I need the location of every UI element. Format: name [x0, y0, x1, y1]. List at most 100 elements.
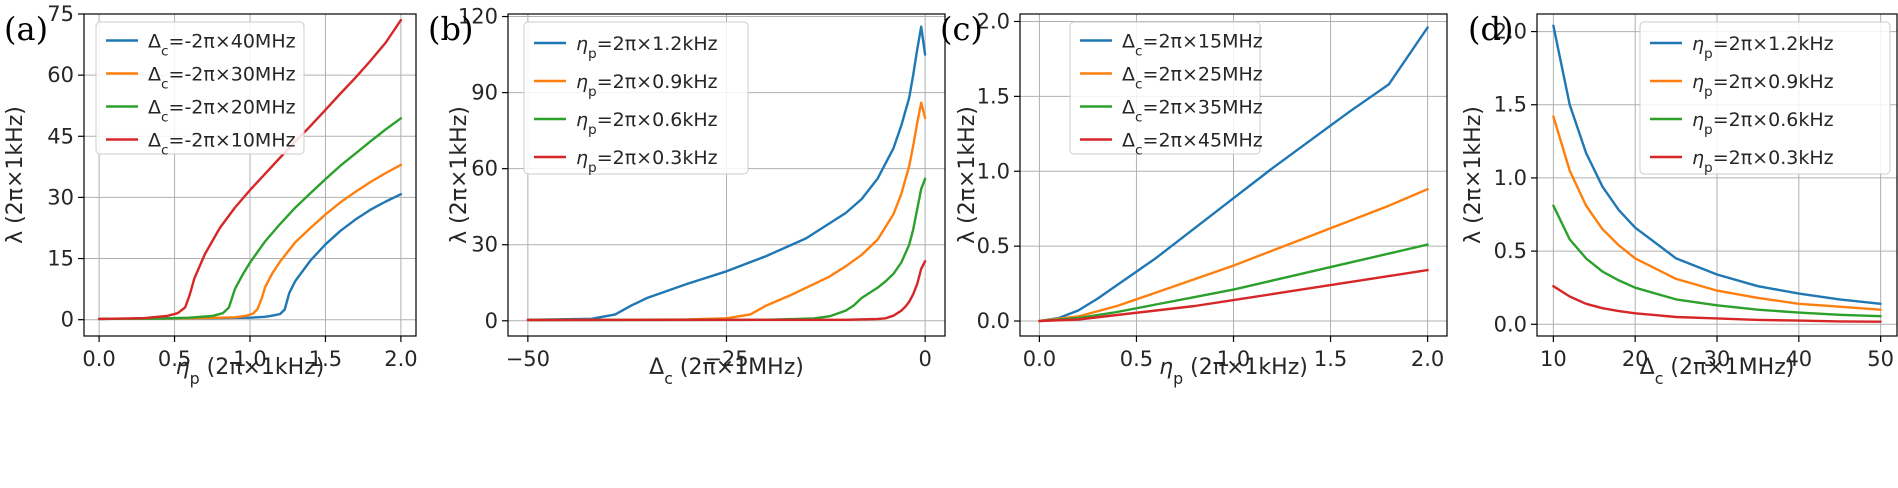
x-axis-label-symbol: η — [1159, 355, 1173, 380]
x-axis-label-symbol: Δ — [649, 355, 664, 380]
x-tick-label: 30 — [1704, 347, 1731, 371]
x-tick-label: 0 — [918, 347, 931, 371]
y-tick-label: 1.0 — [1494, 166, 1527, 190]
y-tick-label: 120 — [458, 5, 498, 29]
x-axis-label-symbol: Δ — [1640, 355, 1655, 380]
legend-subscript: p — [1704, 160, 1713, 176]
legend-rest: =2π×1.2kHz — [1713, 33, 1834, 55]
series-line-3 — [1552, 204, 1882, 318]
legend-entry-3: ηp=2π×0.6kHz — [576, 109, 718, 138]
y-tick-label: 0 — [485, 309, 498, 333]
y-tick-label: 60 — [471, 157, 498, 181]
panel-label: (d) — [1468, 10, 1513, 48]
panel-d: 10 20 30 40 50 0.0 0.5 1.0 1.5 2.0 Δc (2π×1MHz) λ (… — [1461, 10, 1898, 388]
series-line-1 — [1038, 26, 1429, 323]
series-line-2 — [1038, 187, 1429, 323]
legend: ηp=2π×1.2kHzηp=2π×0.9kHzηp=2π×0.6kHzηp=2… — [1639, 21, 1891, 176]
legend: Δc=2π×15MHzΔc=2π×25MHzΔc=2π×35MHzΔc=2π×4… — [1069, 21, 1263, 159]
x-axis-label: ηp (2π×1kHz) — [176, 355, 325, 388]
y-tick-label: 90 — [471, 81, 498, 105]
x-tick-label: −50 — [506, 347, 550, 371]
x-tick-label: −25 — [704, 347, 748, 371]
legend-entry-2: Δc=2π×25MHz — [1122, 64, 1263, 93]
legend-rest: =2π×1.2kHz — [597, 33, 718, 55]
legend-rest: =2π×15MHz — [1143, 31, 1263, 53]
legend-entry-1: Δc=2π×15MHz — [1122, 31, 1263, 60]
legend-box — [95, 21, 305, 155]
legend-subscript: c — [1135, 110, 1143, 126]
legend-rest: =2π×45MHz — [1143, 130, 1263, 152]
x-tick-label: 2.0 — [1411, 347, 1444, 371]
legend-entry-1: Δc=-2π×40MHz — [148, 31, 296, 60]
x-axis-label-rest: (2π×1MHz) — [673, 355, 804, 380]
y-tick-label: 60 — [47, 63, 74, 87]
y-axis-label: λ (2π×1kHz) — [1461, 106, 1486, 244]
legend-subscript: c — [161, 77, 169, 93]
legend-subscript: c — [161, 110, 169, 126]
legend-entry-4: Δc=-2π×10MHz — [148, 130, 296, 159]
panel-b: −50 −25 0 0 30 60 90 120 Δc (2π×1MHz) λ (2π×1kHz)… — [428, 5, 946, 388]
legend-entry-4: Δc=2π×45MHz — [1122, 130, 1263, 159]
y-tick-label: 30 — [471, 233, 498, 257]
x-axis-label-subscript: c — [664, 369, 673, 388]
legend-box — [1069, 21, 1261, 155]
legend-subscript: c — [1135, 44, 1143, 60]
y-tick-label: 2.0 — [1494, 20, 1527, 44]
legend-subscript: p — [588, 84, 597, 100]
x-tick-label: 20 — [1622, 347, 1649, 371]
legend-entry-4: ηp=2π×0.3kHz — [576, 147, 718, 176]
series-line-1 — [1552, 24, 1882, 305]
legend-entry-4: ηp=2π×0.3kHz — [1692, 147, 1834, 176]
y-tick-label: 1.5 — [1494, 93, 1527, 117]
legend-symbol: η — [1692, 71, 1704, 93]
panel-label: (a) — [4, 10, 48, 48]
legend-subscript: p — [588, 160, 597, 176]
legend-rest: =-2π×20MHz — [169, 97, 296, 119]
legend-symbol: η — [576, 109, 588, 131]
x-axis-label: ηp (2π×1kHz) — [1159, 355, 1308, 388]
series-line-3 — [97, 117, 403, 321]
x-tick-label: 0.0 — [1023, 347, 1056, 371]
series-line-3 — [1038, 243, 1429, 323]
y-tick-label: 0 — [61, 308, 74, 332]
x-axis-label: Δc (2π×1MHz) — [1640, 355, 1795, 388]
legend-entry-3: Δc=2π×35MHz — [1122, 97, 1263, 126]
panel-label: (c) — [940, 10, 983, 48]
x-axis-label: Δc (2π×1MHz) — [649, 355, 804, 388]
y-tick-label: 0.5 — [977, 234, 1010, 258]
legend-entry-2: ηp=2π×0.9kHz — [1692, 71, 1834, 100]
legend-subscript: p — [588, 46, 597, 62]
legend-rest: =2π×35MHz — [1143, 97, 1263, 119]
legend-entry-1: ηp=2π×1.2kHz — [576, 33, 718, 62]
x-axis-label-rest: (2π×1kHz) — [1183, 355, 1308, 380]
series-line-4 — [526, 260, 927, 322]
y-tick-label: 2.0 — [977, 9, 1010, 33]
y-axis-label: λ (2π×1kHz) — [3, 106, 28, 244]
x-tick-label: 1.0 — [233, 347, 266, 371]
legend-rest: =-2π×10MHz — [169, 130, 296, 152]
legend-rest: =2π×0.3kHz — [597, 147, 718, 169]
legend-subscript: c — [1135, 77, 1143, 93]
series-line-4 — [97, 18, 403, 321]
x-tick-label: 10 — [1540, 347, 1567, 371]
y-tick-label: 0.0 — [1494, 312, 1527, 336]
x-axis-label-subscript: p — [1173, 369, 1183, 388]
legend-symbol: Δ — [1122, 130, 1135, 152]
legend-subscript: p — [1704, 122, 1713, 138]
legend-subscript: p — [1704, 46, 1713, 62]
series-line-2 — [1552, 115, 1882, 311]
legend-entry-2: Δc=-2π×30MHz — [148, 64, 296, 93]
y-tick-label: 0.5 — [1494, 239, 1527, 263]
legend-symbol: η — [576, 71, 588, 93]
y-tick-label: 75 — [47, 2, 74, 26]
x-tick-label: 0.5 — [1120, 347, 1153, 371]
y-axis-label: λ (2π×1kHz) — [447, 106, 472, 244]
x-axis-label-symbol: η — [176, 355, 190, 380]
series-line-4 — [1038, 268, 1429, 323]
legend-symbol: η — [576, 147, 588, 169]
panel-label: (b) — [428, 10, 473, 48]
legend-symbol: η — [1692, 147, 1704, 169]
legend: Δc=-2π×40MHzΔc=-2π×30MHzΔc=-2π×20MHzΔc=-… — [95, 21, 305, 159]
legend-rest: =-2π×40MHz — [169, 31, 296, 53]
y-tick-label: 0.0 — [977, 309, 1010, 333]
